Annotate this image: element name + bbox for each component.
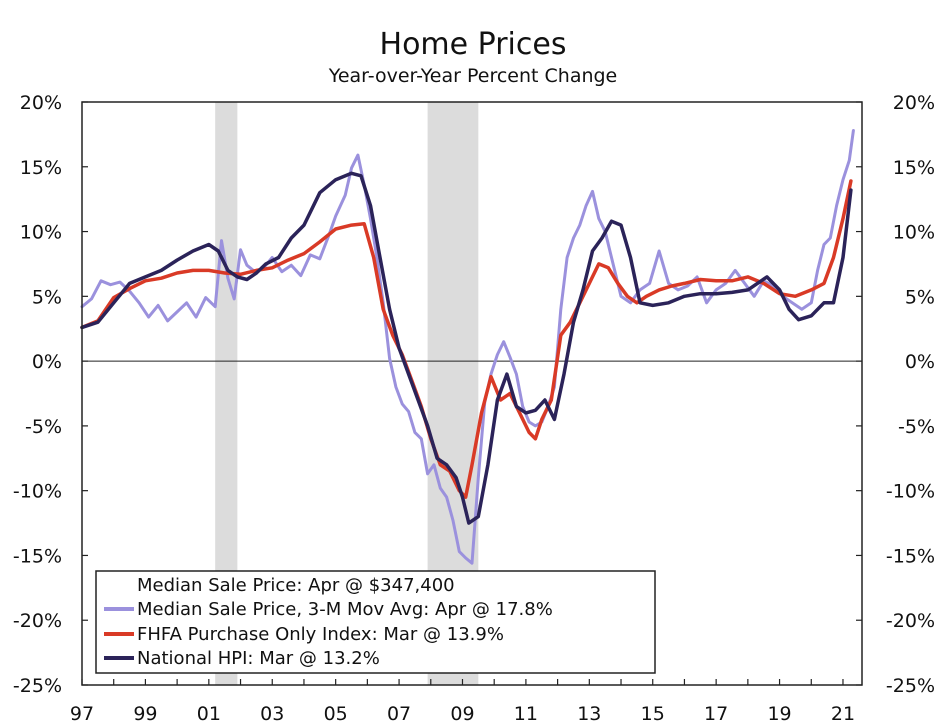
series-line — [80, 171, 853, 525]
plot-frame — [81, 101, 863, 686]
y-tick-label-right: -15% — [886, 545, 935, 567]
y-tick-label-left: 5% — [32, 286, 62, 308]
legend-label: Median Sale Price: Apr @ $347,400 — [137, 575, 455, 596]
x-tick-label: 05 — [324, 703, 348, 725]
y-tick-label-left: -5% — [25, 416, 62, 438]
x-tick-label: 97 — [70, 703, 94, 725]
y-tick-label-left: 10% — [20, 222, 62, 244]
y-tick-label-right: 5% — [905, 286, 935, 308]
y-tick-label-right: 20% — [893, 92, 935, 114]
x-tick-label: 09 — [450, 703, 474, 725]
x-tick-label: 15 — [641, 703, 665, 725]
series-line — [80, 129, 855, 565]
y-tick-label-left: -25% — [13, 675, 62, 697]
y-tick-label-left: -20% — [13, 610, 62, 632]
y-tick-label-right: -10% — [886, 481, 935, 503]
x-tick-label: 03 — [260, 703, 284, 725]
y-tick-label-right: -25% — [886, 675, 935, 697]
series-line — [80, 179, 853, 499]
y-tick-label-left: -10% — [13, 481, 62, 503]
y-tick-label-right: 15% — [893, 157, 935, 179]
legend: Median Sale Price: Apr @ $347,400 Median… — [95, 570, 656, 674]
chart-title: Home Prices — [380, 27, 567, 62]
series-lines — [80, 129, 855, 565]
y-tick-label-right: 0% — [905, 351, 935, 373]
x-tick-label: 07 — [387, 703, 411, 725]
y-tick-label-right: 10% — [893, 222, 935, 244]
legend-label: Median Sale Price, 3-M Mov Avg: Apr @ 17… — [137, 599, 553, 620]
y-axis-right: 20% 15% 10% 5% 0% -5% -10% -15% -20% -25… — [886, 92, 935, 697]
y-tick-label-left: 0% — [32, 351, 62, 373]
y-tick-label-left: 20% — [20, 92, 62, 114]
x-tick-label: 13 — [577, 703, 601, 725]
legend-box — [95, 570, 656, 674]
y-tick-label-right: -20% — [886, 610, 935, 632]
x-tick-label: 21 — [831, 703, 855, 725]
x-axis: 97 99 01 03 05 07 09 11 13 15 17 19 21 — [70, 703, 855, 725]
y-tick-label-left: 15% — [20, 157, 62, 179]
legend-label: FHFA Purchase Only Index: Mar @ 13.9% — [137, 624, 504, 645]
x-tick-label: 17 — [704, 703, 728, 725]
x-tick-label: 19 — [767, 703, 791, 725]
x-tick-label: 99 — [133, 703, 157, 725]
x-tick-label: 01 — [197, 703, 221, 725]
y-axis-left: 20% 15% 10% 5% 0% -5% -10% -15% -20% -25… — [13, 92, 62, 697]
legend-label: National HPI: Mar @ 13.2% — [137, 648, 380, 669]
chart-subtitle: Year-over-Year Percent Change — [328, 65, 618, 87]
y-tick-label-left: -15% — [13, 545, 62, 567]
tick-marks — [81, 101, 862, 686]
y-tick-label-right: -5% — [898, 416, 935, 438]
x-tick-label: 11 — [514, 703, 538, 725]
